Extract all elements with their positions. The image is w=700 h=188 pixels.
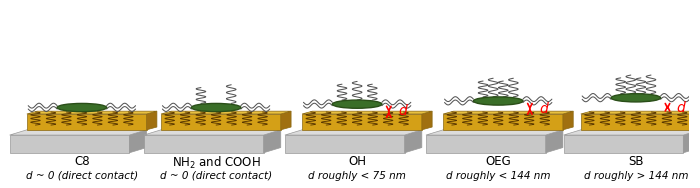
Polygon shape bbox=[144, 130, 281, 135]
Polygon shape bbox=[27, 114, 146, 130]
Polygon shape bbox=[302, 114, 422, 130]
Ellipse shape bbox=[473, 97, 523, 105]
Polygon shape bbox=[161, 111, 291, 114]
Polygon shape bbox=[161, 114, 281, 130]
Text: $d$: $d$ bbox=[539, 101, 550, 116]
Polygon shape bbox=[27, 111, 157, 114]
Polygon shape bbox=[302, 111, 432, 114]
Polygon shape bbox=[683, 130, 700, 153]
Polygon shape bbox=[581, 114, 700, 130]
Text: SB: SB bbox=[628, 155, 643, 168]
Text: d roughly < 75 nm: d roughly < 75 nm bbox=[308, 171, 406, 180]
Polygon shape bbox=[10, 135, 130, 153]
Text: d ~ 0 (direct contact): d ~ 0 (direct contact) bbox=[160, 171, 272, 180]
Polygon shape bbox=[130, 130, 146, 153]
Polygon shape bbox=[564, 130, 700, 135]
Polygon shape bbox=[422, 111, 432, 130]
Ellipse shape bbox=[611, 94, 661, 102]
Polygon shape bbox=[10, 130, 146, 135]
Polygon shape bbox=[264, 130, 281, 153]
Polygon shape bbox=[144, 135, 264, 153]
Polygon shape bbox=[426, 135, 546, 153]
Polygon shape bbox=[563, 111, 573, 130]
Polygon shape bbox=[443, 114, 563, 130]
Text: d ~ 0 (direct contact): d ~ 0 (direct contact) bbox=[26, 171, 138, 180]
Text: $d$: $d$ bbox=[398, 103, 409, 118]
Polygon shape bbox=[285, 135, 405, 153]
Polygon shape bbox=[581, 111, 700, 114]
Text: d roughly < 144 nm: d roughly < 144 nm bbox=[446, 171, 550, 180]
Polygon shape bbox=[285, 130, 422, 135]
Polygon shape bbox=[443, 111, 573, 114]
Text: $d$: $d$ bbox=[676, 100, 687, 115]
Polygon shape bbox=[146, 111, 157, 130]
Text: C8: C8 bbox=[74, 155, 90, 168]
Text: OH: OH bbox=[348, 155, 366, 168]
Polygon shape bbox=[281, 111, 291, 130]
Text: d roughly > 144 nm: d roughly > 144 nm bbox=[584, 171, 688, 180]
Polygon shape bbox=[426, 130, 563, 135]
Ellipse shape bbox=[332, 100, 382, 108]
Polygon shape bbox=[405, 130, 422, 153]
Polygon shape bbox=[546, 130, 563, 153]
Polygon shape bbox=[564, 135, 683, 153]
Text: NH$_2$ and COOH: NH$_2$ and COOH bbox=[172, 155, 260, 171]
Text: OEG: OEG bbox=[485, 155, 511, 168]
Ellipse shape bbox=[191, 103, 241, 112]
Ellipse shape bbox=[57, 103, 106, 112]
